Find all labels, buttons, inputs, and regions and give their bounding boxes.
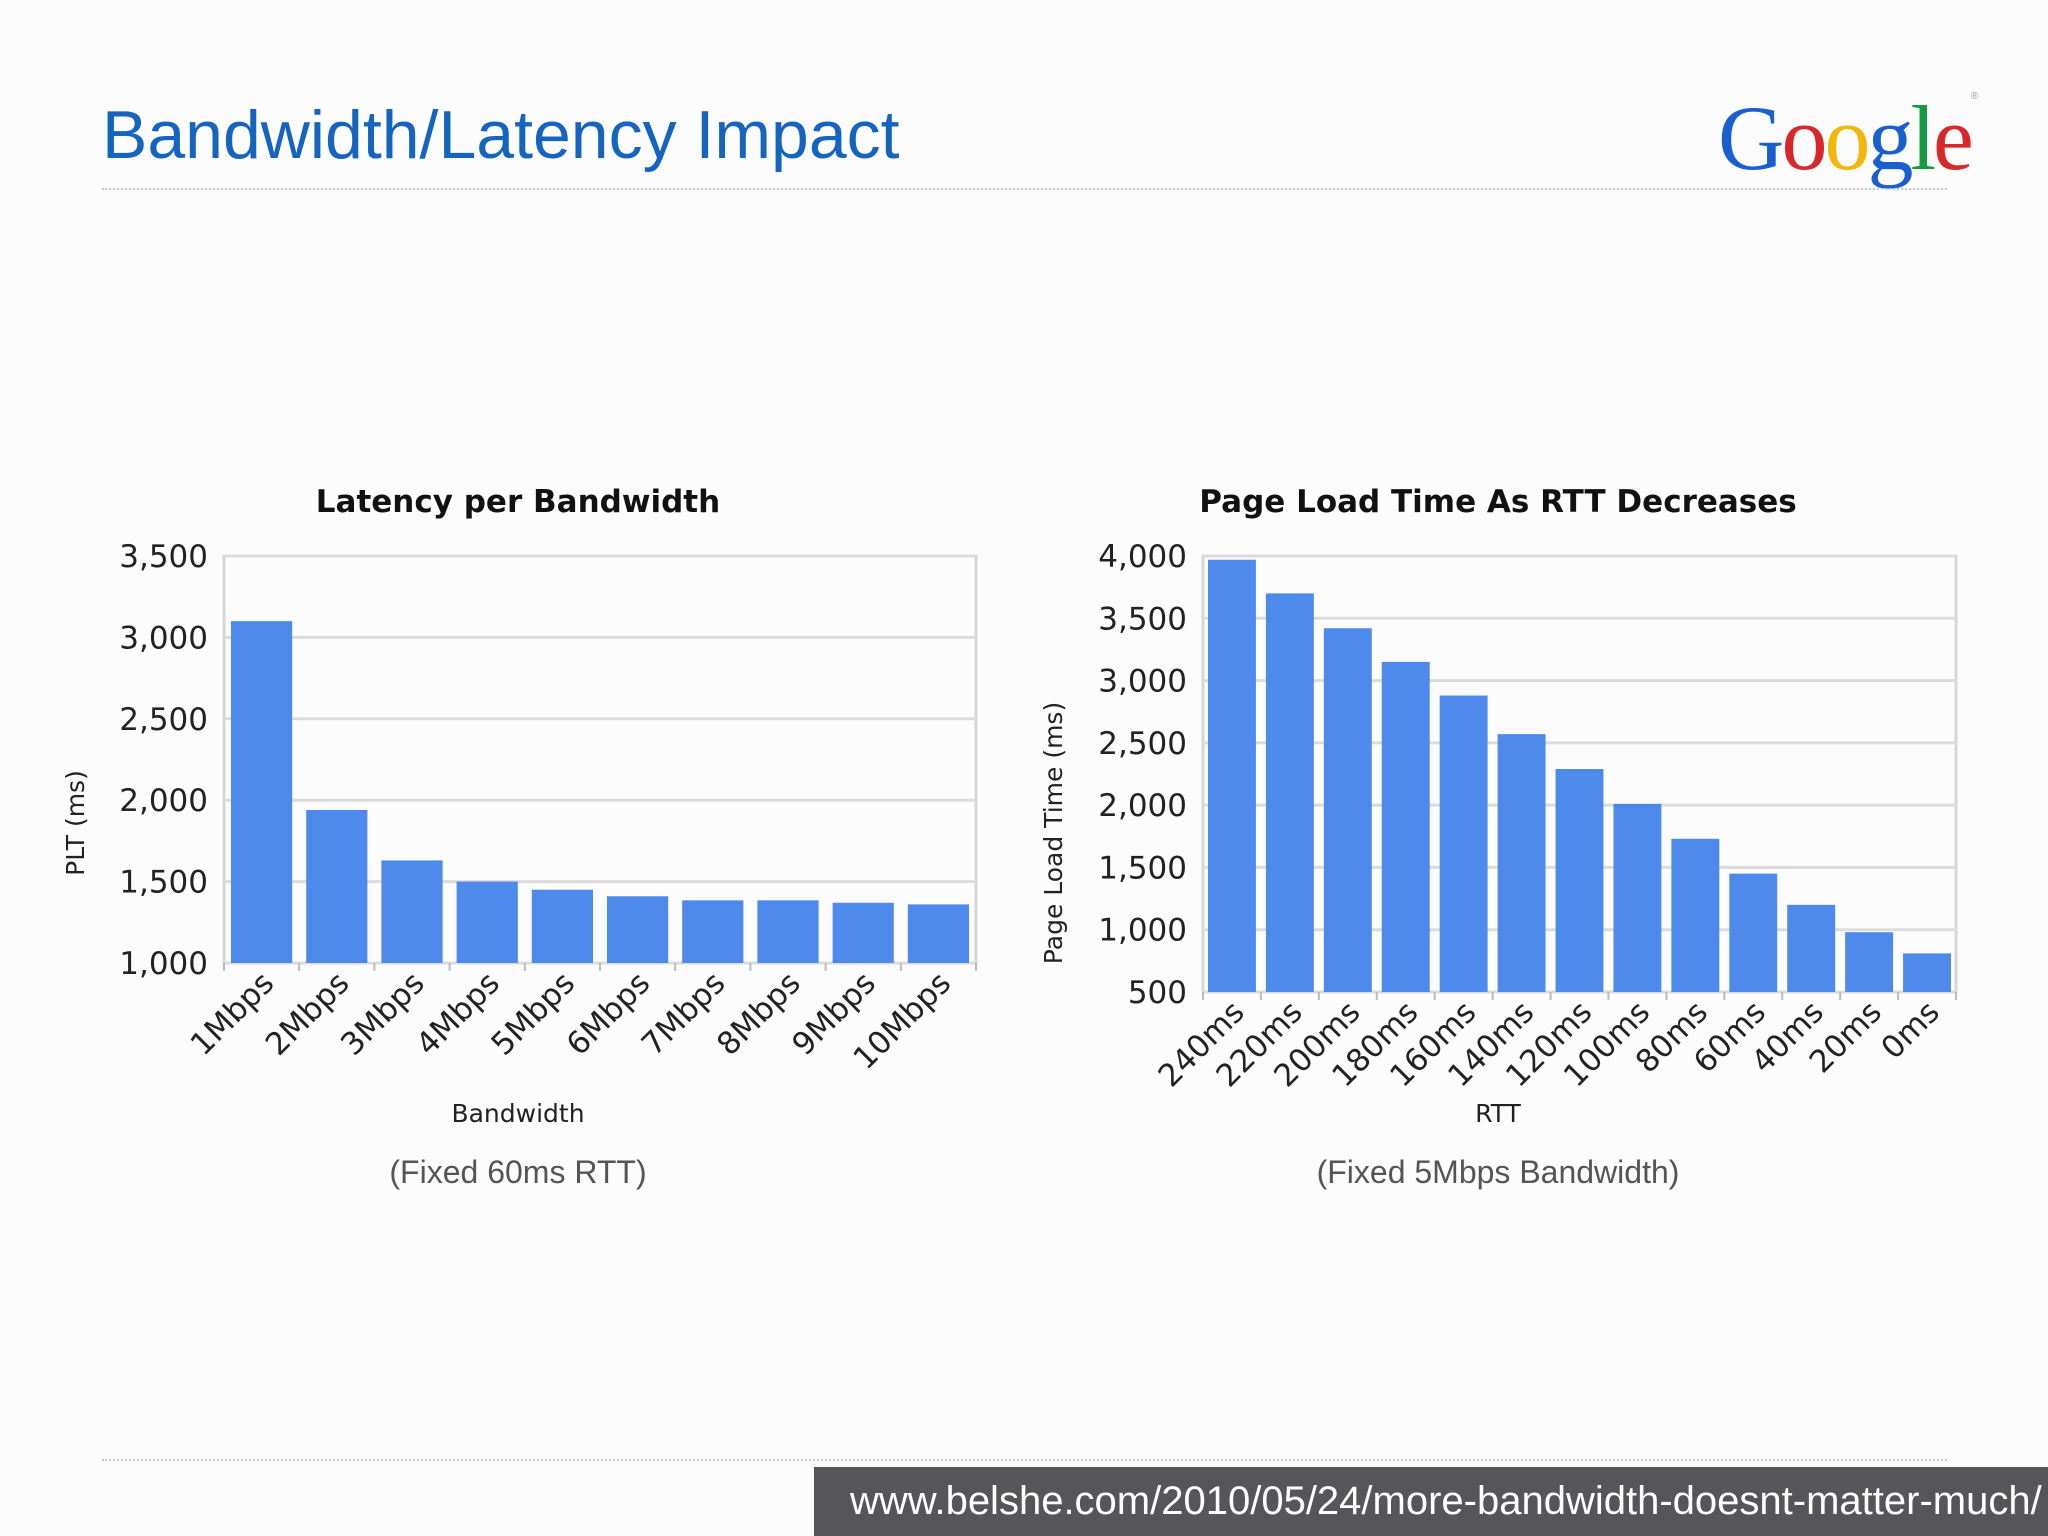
source-url[interactable]: www.belshe.com/2010/05/24/more-bandwidth… <box>850 1479 2042 1523</box>
bar <box>757 900 819 963</box>
x-tick-label: 3Mbps <box>334 965 432 1063</box>
chart-page-load-time-rtt: Page Load Time As RTT Decreases Page Loa… <box>1039 484 1958 1128</box>
bar <box>682 900 744 963</box>
bar <box>1845 932 1894 992</box>
bar <box>1903 953 1951 992</box>
y-tick-label: 500 <box>1128 975 1187 1011</box>
bar <box>381 860 443 963</box>
bar <box>1439 695 1488 992</box>
bar <box>607 896 669 963</box>
bar <box>231 621 293 963</box>
bar <box>1381 661 1430 992</box>
y-tick-label: 2,500 <box>1098 726 1187 762</box>
y-tick-label: 4,000 <box>1098 539 1187 575</box>
x-tick-label: 6Mbps <box>560 965 658 1063</box>
caption-left: (Fixed 60ms RTT) <box>389 1154 647 1190</box>
google-logo: Google® <box>1718 87 1979 189</box>
bar <box>1323 628 1372 992</box>
bar <box>1671 838 1720 992</box>
bar <box>456 881 518 963</box>
bar <box>1265 593 1314 992</box>
bar <box>1208 559 1256 992</box>
bar <box>832 902 894 963</box>
bar <box>1497 734 1546 992</box>
y-tick-label: 2,000 <box>1098 788 1187 824</box>
chart-title: Latency per Bandwidth <box>316 484 720 520</box>
y-axis-title: Page Load Time (ms) <box>1039 702 1068 964</box>
chart-latency-per-bandwidth: Latency per Bandwidth PLT (ms) Bandwidth… <box>61 484 978 1128</box>
y-tick-label: 3,000 <box>1098 664 1187 700</box>
chart-title: Page Load Time As RTT Decreases <box>1199 484 1796 520</box>
x-axis-title: RTT <box>1475 1099 1521 1128</box>
x-tick-label: 5Mbps <box>484 965 582 1063</box>
x-tick-label: 8Mbps <box>710 965 808 1063</box>
y-tick-label: 3,000 <box>119 620 208 656</box>
y-tick-label: 1,500 <box>119 865 208 901</box>
caption-right: (Fixed 5Mbps Bandwidth) <box>1316 1154 1680 1190</box>
source-url-bar: www.belshe.com/2010/05/24/more-bandwidth… <box>814 1467 2048 1536</box>
bar <box>531 889 593 963</box>
bar <box>1613 803 1662 992</box>
x-tick-label: 2Mbps <box>259 965 357 1063</box>
y-tick-label: 3,500 <box>119 539 208 575</box>
bar <box>907 904 969 963</box>
bar <box>1729 873 1778 992</box>
y-tick-label: 3,500 <box>1098 601 1187 637</box>
bar <box>1787 904 1836 992</box>
y-tick-label: 1,500 <box>1098 850 1187 886</box>
footer-divider <box>102 1459 1947 1461</box>
x-tick-label: 0ms <box>1875 994 1947 1066</box>
x-axis-title: Bandwidth <box>451 1099 584 1128</box>
bar <box>1555 769 1604 992</box>
y-tick-label: 1,000 <box>1098 913 1187 949</box>
y-tick-label: 2,500 <box>119 702 208 738</box>
y-axis-title: PLT (ms) <box>61 770 90 876</box>
title-divider <box>102 188 1947 190</box>
bar <box>306 809 368 963</box>
y-tick-label: 2,000 <box>119 783 208 819</box>
slide-title: Bandwidth/Latency Impact <box>102 97 900 173</box>
y-tick-label: 1,000 <box>119 946 208 982</box>
x-tick-label: 7Mbps <box>635 965 733 1063</box>
x-tick-label: 4Mbps <box>409 965 507 1063</box>
